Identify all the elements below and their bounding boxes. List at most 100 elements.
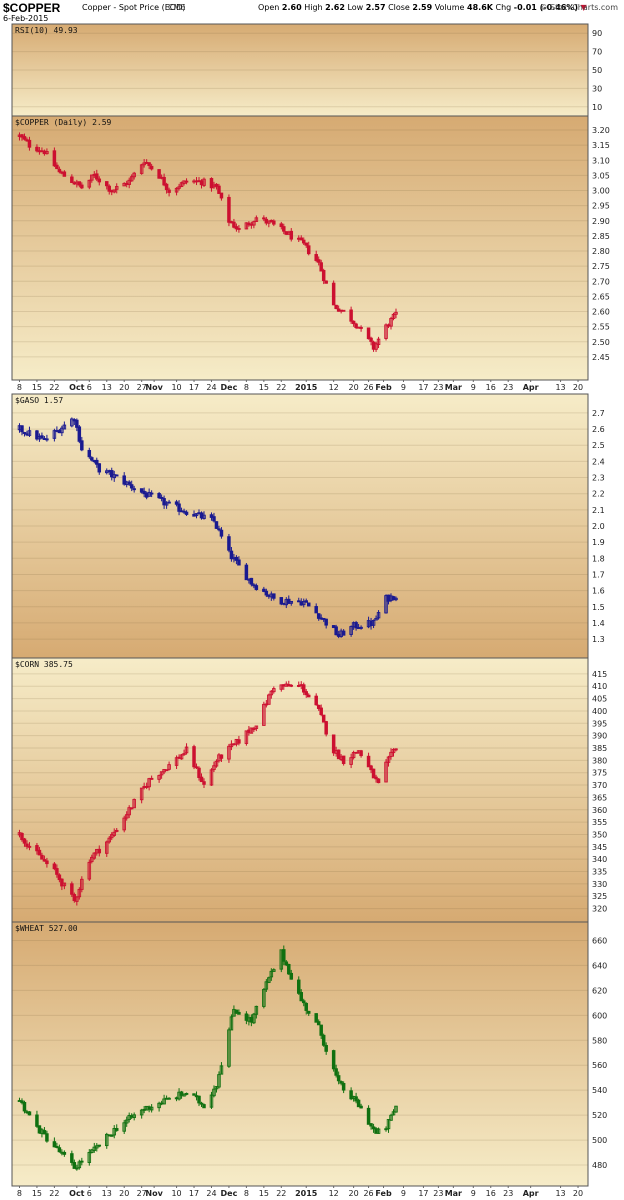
x-axis-upper-tick-3: Oct (69, 383, 85, 392)
pane-wheat-candle-52 (197, 1095, 201, 1104)
pane-copper-candle-75 (279, 223, 284, 228)
pane-wheat-candle-91 (334, 1068, 338, 1076)
x-axis-lower-tick-20: Feb (375, 1189, 392, 1198)
pane-corn-candle-45 (174, 757, 179, 766)
pane-copper-candle-44 (167, 189, 171, 193)
pane-copper-candle-9 (45, 151, 49, 155)
pane-corn-y-tick-15: 395 (592, 719, 607, 728)
pane-copper-candle-99 (359, 326, 363, 329)
x-axis-upper-tick-23: 23 (433, 383, 443, 392)
pane-corn-candle-31 (124, 814, 129, 819)
pane-gaso-candle-23 (95, 459, 99, 465)
pane-corn-candle-7 (40, 854, 44, 860)
pane-gaso-candle-9 (45, 438, 49, 441)
pane-wheat-candle-102 (371, 1126, 376, 1130)
pane-wheat-candle-58 (217, 1074, 221, 1088)
pane-wheat-candle-79 (289, 972, 294, 980)
pane-corn-candle-73 (269, 690, 274, 696)
x-axis-lower-tick-15: 22 (276, 1189, 286, 1198)
pane-copper-candle-85 (314, 254, 318, 261)
pane-wheat-candle-87 (319, 1024, 323, 1036)
pane-wheat-candle-83 (304, 1002, 308, 1011)
x-axis-upper-tick-10: 17 (189, 383, 199, 392)
pane-corn-candle-105 (384, 761, 388, 783)
pane-wheat-candle-109 (394, 1105, 398, 1113)
pane-wheat-candle-27 (109, 1134, 114, 1137)
x-axis-lower-tick-7: 27 (137, 1189, 147, 1198)
pane-wheat-candle-108 (391, 1111, 396, 1116)
pane-corn-candle-53 (199, 776, 204, 783)
pane-gaso-candle-59 (219, 529, 224, 537)
pane-gaso-candle-69 (254, 585, 259, 590)
pane-gaso-candle-74 (272, 593, 276, 599)
pane-wheat-candle-71 (264, 981, 269, 990)
pane-gaso-candle-64 (237, 559, 241, 566)
pane-gaso-candle-4 (27, 430, 32, 436)
pane-copper-candle-65 (244, 222, 249, 230)
pane-corn-candle-92 (336, 749, 341, 760)
pane-wheat-candle-8 (42, 1130, 47, 1135)
pane-wheat-candle-101 (369, 1123, 373, 1127)
pane-gaso-candle-46 (177, 503, 181, 512)
pane-copper-candle-42 (162, 176, 166, 186)
pane-copper-y-tick-15: 3.20 (592, 126, 610, 135)
pane-corn-y-tick-10: 370 (592, 781, 607, 790)
pane-wheat-candle-72 (267, 977, 271, 983)
pane-rsi-label: RSI(10) 49.93 (15, 26, 78, 35)
pane-wheat-candle-18 (77, 1161, 82, 1169)
pane-copper-candle-55 (209, 178, 214, 189)
x-axis-lower-tick-11: 24 (206, 1189, 216, 1198)
pane-copper-y-tick-5: 2.70 (592, 277, 610, 286)
pane-corn-candle-17 (75, 896, 79, 902)
pane-gaso-candle-63 (234, 556, 239, 561)
pane-gaso-candle-44 (167, 501, 171, 504)
pane-wheat-candle-16 (72, 1162, 77, 1169)
pane-copper-background (11, 115, 589, 381)
pane-copper-candle-89 (324, 280, 328, 284)
pane-copper-candle-20 (87, 179, 92, 188)
pane-corn-candle-38 (147, 778, 151, 788)
pane-gaso-y-tick-12: 2.5 (592, 441, 605, 450)
pane-wheat-candle-60 (227, 1029, 231, 1067)
pane-gaso-candle-42 (162, 498, 166, 506)
x-axis-lower-tick-27: 23 (503, 1189, 513, 1198)
pane-copper-candle-95 (349, 309, 353, 322)
pane-corn-candle-1 (20, 832, 24, 841)
pane-gaso-candle-5 (35, 430, 39, 440)
pane-corn-candle-67 (249, 727, 254, 734)
pane-copper-y-tick-0: 2.45 (592, 353, 610, 362)
pane-corn-y-tick-11: 375 (592, 769, 607, 778)
pane-copper-candle-91 (334, 304, 338, 310)
pane-wheat-candle-106 (386, 1119, 391, 1130)
pane-corn-candle-74 (272, 688, 276, 693)
x-axis-lower-tick-25: 9 (471, 1189, 476, 1198)
pane-wheat-y-tick-1: 500 (592, 1136, 607, 1145)
pane-corn-candle-27 (109, 834, 114, 839)
x-axis-lower-tick-30: 20 (573, 1189, 583, 1198)
pane-corn-candle-50 (192, 746, 196, 768)
pane-wheat-candle-24 (97, 1144, 102, 1147)
pane-copper-candle-54 (202, 178, 206, 186)
pane-corn-candle-109 (394, 748, 398, 751)
pane-corn-candle-85 (314, 695, 318, 706)
pane-gaso-candle-19 (80, 440, 84, 451)
pane-wheat-candle-104 (376, 1128, 381, 1134)
pane-copper-candle-4 (27, 139, 32, 148)
pane-gaso-candles (17, 417, 398, 639)
pane-gaso-candle-14 (62, 424, 67, 430)
volume-value: 48.6K (467, 3, 493, 12)
change-label: Chg (495, 3, 512, 12)
pane-gaso-candle-49 (184, 511, 189, 515)
pane-gaso-candle-1 (20, 425, 24, 433)
pane-wheat-candle-98 (356, 1099, 361, 1108)
price-stats: Open 2.60 High 2.62 Low 2.57 Close 2.59 … (258, 3, 587, 12)
pane-gaso-candle-24 (97, 463, 102, 473)
pane-gaso-y-tick-0: 1.3 (592, 635, 605, 644)
pane-copper-candle-38 (147, 162, 151, 166)
pane-corn-candle-103 (374, 776, 378, 780)
pane-corn-label: $CORN 385.75 (15, 660, 73, 669)
pane-wheat-candle-54 (202, 1104, 206, 1109)
pane-gaso-candle-10 (52, 430, 57, 439)
x-axis-upper-tick-20: Feb (375, 383, 392, 392)
